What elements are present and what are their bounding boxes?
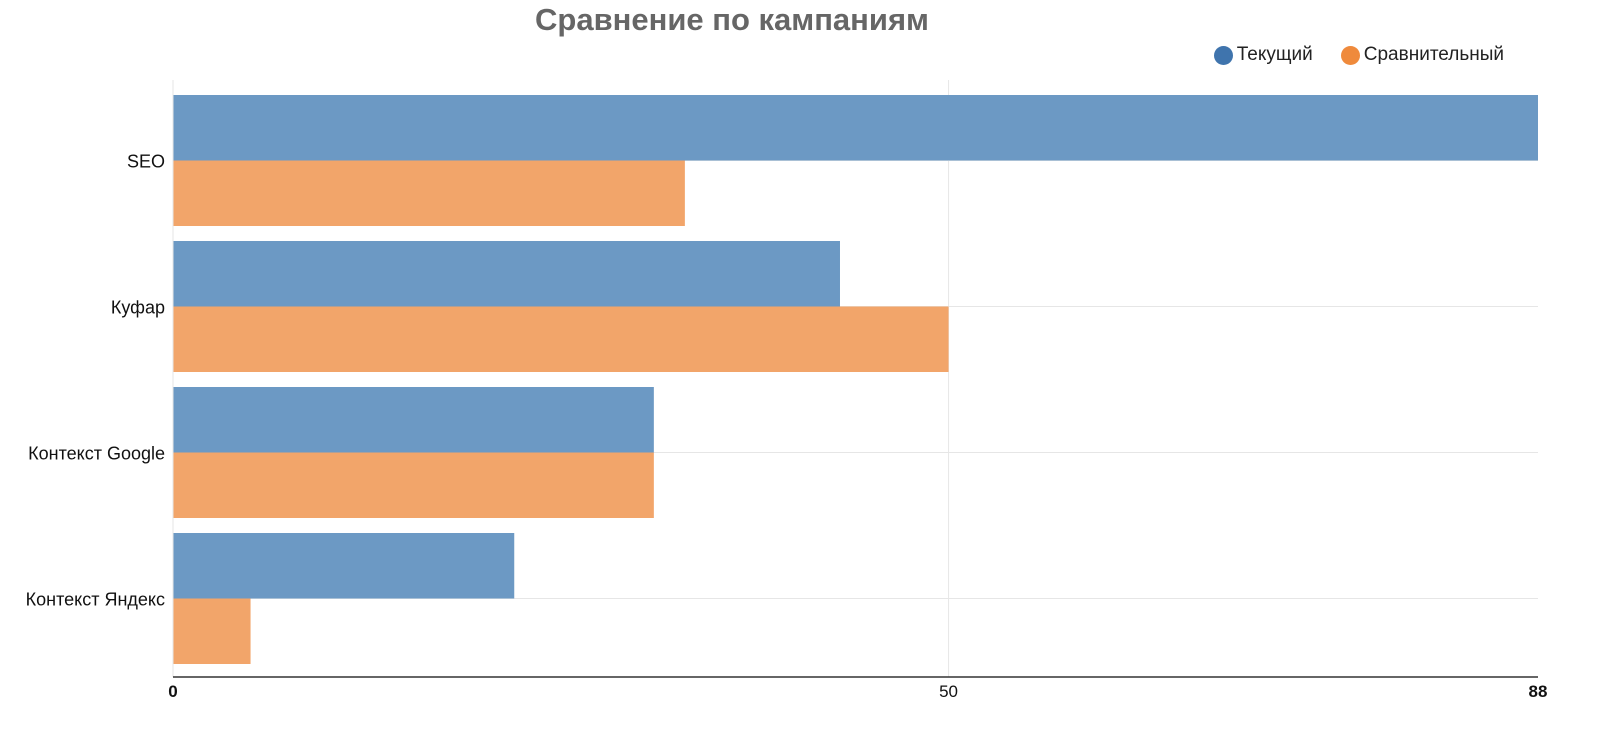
bar-compare — [173, 452, 654, 518]
legend-label-current: Текущий — [1236, 44, 1313, 65]
bar-compare — [173, 160, 685, 226]
bar-current — [173, 387, 654, 453]
legend: Текущий Сравнительный — [1213, 44, 1504, 66]
x-tick-label: 88 — [1529, 682, 1548, 701]
category-label: SEO — [127, 152, 165, 172]
legend-dot-compare — [1340, 45, 1360, 65]
x-tick-label: 0 — [168, 682, 177, 701]
category-label: Контекст Google — [28, 444, 165, 464]
bar-current — [173, 95, 1538, 161]
chart-title: Сравнение по кампаниям — [535, 2, 929, 37]
category-label: Куфар — [111, 298, 165, 318]
category-label: Контекст Яндекс — [26, 590, 165, 610]
bar-compare — [173, 306, 949, 372]
bar-current — [173, 533, 515, 599]
legend-dot-current — [1213, 45, 1233, 65]
legend-item-compare[interactable]: Сравнительный — [1340, 44, 1504, 66]
bar-compare — [173, 598, 251, 664]
legend-label-compare: Сравнительный — [1363, 44, 1504, 65]
bar-current — [173, 241, 840, 307]
legend-item-current[interactable]: Текущий — [1213, 44, 1313, 66]
x-tick-label: 50 — [939, 682, 958, 701]
